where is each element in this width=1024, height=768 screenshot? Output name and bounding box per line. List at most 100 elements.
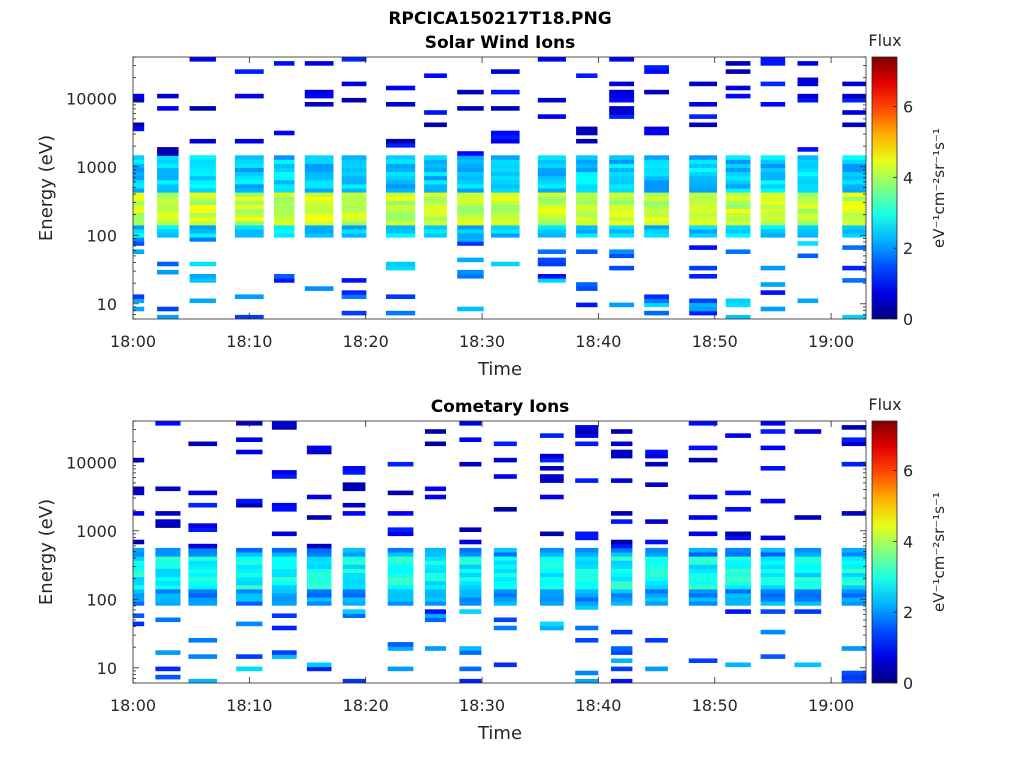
cometary-ions-flux-cell [725, 556, 751, 561]
cometary-ions-flux-cell [133, 547, 145, 553]
solar-wind-ions-flux-cell [797, 233, 819, 238]
solar-wind-ions-flux-cell [133, 159, 145, 164]
cometary-ions-flux-cell [760, 547, 786, 553]
cometary-ions-flux-cell [188, 601, 218, 606]
solar-wind-ions-flux-cell [842, 163, 866, 168]
cometary-ions-flux-cell [540, 560, 564, 565]
solar-wind-ions-flux-cell [234, 216, 264, 222]
solar-wind-ions-flux-cell [689, 233, 717, 238]
cometary-ions-flux-cell [155, 592, 181, 598]
solar-wind-ions-flux-cell [760, 81, 786, 87]
cometary-ions-flux-cell [155, 584, 181, 590]
solar-wind-ions-flux-cell [609, 155, 635, 160]
cometary-ions-flux-cell [236, 592, 263, 598]
cometary-ions-x-tick-label: 18:00 [110, 696, 156, 715]
solar-wind-ions-flux-cell [576, 200, 598, 205]
cometary-ions-flux-cell [236, 556, 263, 561]
cometary-ions-flux-cell [725, 662, 751, 668]
solar-wind-ions-flux-cell [609, 57, 635, 62]
solar-wind-ions-flux-cell [797, 204, 819, 209]
solar-wind-ions-flux-cell [644, 171, 669, 177]
cometary-ions-flux-cell [155, 617, 181, 623]
cometary-ions-flux-cell [133, 592, 145, 598]
cometary-ions-flux-cell [841, 670, 866, 676]
cometary-ions-flux-cell [575, 531, 599, 537]
cometary-ions-flux-cell [575, 576, 599, 582]
solar-wind-ions-flux-cell [842, 122, 866, 128]
cometary-ions-flux-cell [841, 560, 866, 565]
solar-wind-ions-axes-box [132, 56, 867, 320]
cometary-ions-flux-cell [725, 490, 751, 496]
solar-wind-ions-flux-cell [576, 188, 598, 193]
cometary-ions-flux-cell [575, 552, 599, 557]
solar-wind-ions-flux-cell [760, 208, 786, 214]
solar-wind-ions-flux-cell [157, 106, 179, 111]
cometary-ions-flux-cell [760, 576, 786, 582]
solar-wind-ions-flux-cell [609, 159, 635, 164]
solar-wind-ions-flux-cell [842, 216, 866, 222]
cometary-ions-x-tick-label: 18:30 [459, 696, 505, 715]
solar-wind-ions-flux-cell [842, 167, 866, 173]
solar-wind-ions-flux-cell [576, 196, 598, 201]
cometary-ions-flux-cell [306, 576, 332, 582]
solar-wind-ions-colorbar-tick-label: 2 [903, 239, 913, 258]
cometary-ions-flux-cell [493, 625, 517, 631]
cometary-ions-flux-cell [387, 560, 414, 565]
solar-wind-ions-flux-cell [725, 228, 751, 234]
solar-wind-ions-flux-cell [189, 204, 216, 209]
solar-wind-ions-flux-cell [234, 192, 264, 197]
solar-wind-ions-flux-cell [133, 122, 145, 128]
solar-wind-ions-flux-cell [386, 208, 416, 214]
cometary-ions-flux-cell [760, 572, 786, 578]
cometary-ions-flux-cell [271, 474, 297, 479]
cometary-ions-flux-cell [575, 678, 599, 683]
solar-wind-ions-flux-cell [609, 97, 635, 103]
solar-wind-ions-flux-cell [797, 253, 819, 259]
cometary-ions-flux-cell [387, 592, 414, 598]
solar-wind-ions-flux-cell [760, 233, 786, 238]
solar-wind-ions-flux-cell [157, 212, 179, 218]
solar-wind-ions-flux-cell [133, 155, 145, 160]
solar-wind-ions-flux-cell [491, 89, 520, 95]
solar-wind-ions-flux-cell [274, 183, 295, 189]
cometary-ions-flux-cell [271, 547, 297, 553]
solar-wind-ions-flux-cell [609, 106, 635, 111]
cometary-ions-colorbar [871, 420, 898, 684]
solar-wind-ions-flux-cell [457, 188, 484, 193]
solar-wind-ions-x-tick-label: 18:00 [110, 332, 156, 351]
solar-wind-ions-flux-cell [609, 302, 635, 308]
cometary-ions-flux-cell [188, 527, 218, 532]
solar-wind-ions-flux-cell [274, 216, 295, 222]
solar-wind-ions-flux-cell [609, 179, 635, 185]
cometary-ions-flux-cell [611, 666, 633, 672]
solar-wind-ions-flux-cell [189, 208, 216, 214]
cometary-ions-flux-cell [611, 519, 633, 524]
cometary-ions-flux-cell [342, 552, 366, 557]
solar-wind-ions-flux-cell [491, 261, 520, 267]
cometary-ions-y-tick-label: 10000 [66, 453, 117, 472]
cometary-ions-flux-cell [760, 445, 786, 451]
cometary-ions-flux-cell [155, 588, 181, 594]
solar-wind-ions-flux-cell [386, 310, 416, 316]
solar-wind-ions-flux-cell [274, 228, 295, 234]
cometary-ions-flux-cell [271, 584, 297, 590]
cometary-ions-flux-cell [493, 592, 517, 598]
cometary-ions-flux-cell [645, 564, 668, 569]
solar-wind-ions-flux-cell [644, 89, 669, 95]
cometary-ions-flux-cell [342, 588, 366, 594]
solar-wind-ions-flux-cell [133, 97, 145, 103]
cometary-ions-flux-cell [540, 568, 564, 573]
cometary-ions-flux-cell [725, 552, 751, 557]
solar-wind-ions-flux-cell [491, 228, 520, 234]
solar-wind-ions-flux-cell [424, 175, 447, 181]
cometary-ions-flux-cell [188, 584, 218, 590]
solar-wind-ions-flux-cell [457, 216, 484, 222]
cometary-ions-spectrogram [133, 421, 866, 683]
cometary-ions-flux-cell [493, 662, 517, 668]
solar-wind-ions-flux-cell [797, 159, 819, 164]
cometary-ions-flux-cell [133, 580, 145, 586]
solar-wind-ions-y-tick-label: 10 [97, 295, 117, 314]
cometary-ions-flux-cell [133, 601, 145, 606]
cometary-ions-flux-cell [188, 597, 218, 602]
solar-wind-ions-flux-cell [341, 216, 367, 222]
